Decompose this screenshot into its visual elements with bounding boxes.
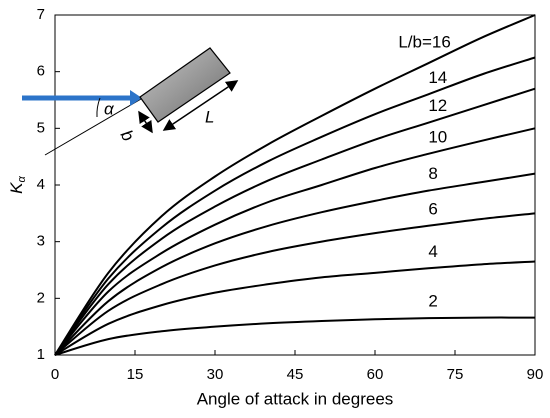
alpha-label: α — [104, 99, 115, 118]
series-line — [54, 56, 536, 356]
x-tick-label: 90 — [527, 366, 544, 383]
b-label: b — [117, 127, 138, 145]
y-tick-label: 4 — [37, 176, 45, 193]
x-tick-label: 45 — [287, 366, 304, 383]
y-tick-label: 7 — [37, 6, 45, 23]
l-label: L — [205, 107, 214, 126]
y-axis-label: Kα — [7, 175, 27, 193]
x-tick-label: 60 — [367, 366, 384, 383]
series-label: 8 — [428, 164, 437, 183]
x-tick-label: 15 — [127, 366, 144, 383]
angle-arc — [96, 97, 101, 118]
series-line — [54, 316, 536, 356]
y-label-main: K — [7, 182, 26, 194]
series-line — [54, 127, 536, 356]
x-tick-label: 30 — [207, 366, 224, 383]
l-dimension — [162, 80, 239, 131]
series-label: 14 — [428, 68, 447, 87]
y-tick-label: 2 — [37, 289, 45, 306]
x-tick-label: 75 — [447, 366, 464, 383]
series-label: 6 — [428, 199, 437, 218]
y-tick-label: 3 — [37, 233, 45, 250]
series-label: 12 — [428, 96, 447, 115]
inset-diagram: α b L — [22, 47, 239, 156]
y-tick-label: 1 — [37, 346, 45, 363]
series-label: 2 — [428, 292, 437, 311]
series-line — [54, 14, 536, 356]
x-axis-label: Angle of attack in degrees — [197, 389, 394, 408]
series-label: L/b=16 — [398, 33, 450, 52]
y-label-sub: α — [16, 175, 28, 182]
series-line — [54, 212, 536, 356]
series-label: 10 — [428, 127, 447, 146]
y-tick-label: 6 — [37, 63, 45, 80]
x-tick-label: 0 — [51, 366, 59, 383]
y-tick-label: 5 — [37, 119, 45, 136]
b-dimension — [138, 110, 153, 134]
flow-arrow-head — [130, 90, 142, 106]
series-line — [54, 87, 536, 356]
series-label: 4 — [428, 242, 437, 261]
block — [139, 47, 231, 123]
series-line — [54, 260, 536, 356]
series-line — [54, 172, 536, 356]
